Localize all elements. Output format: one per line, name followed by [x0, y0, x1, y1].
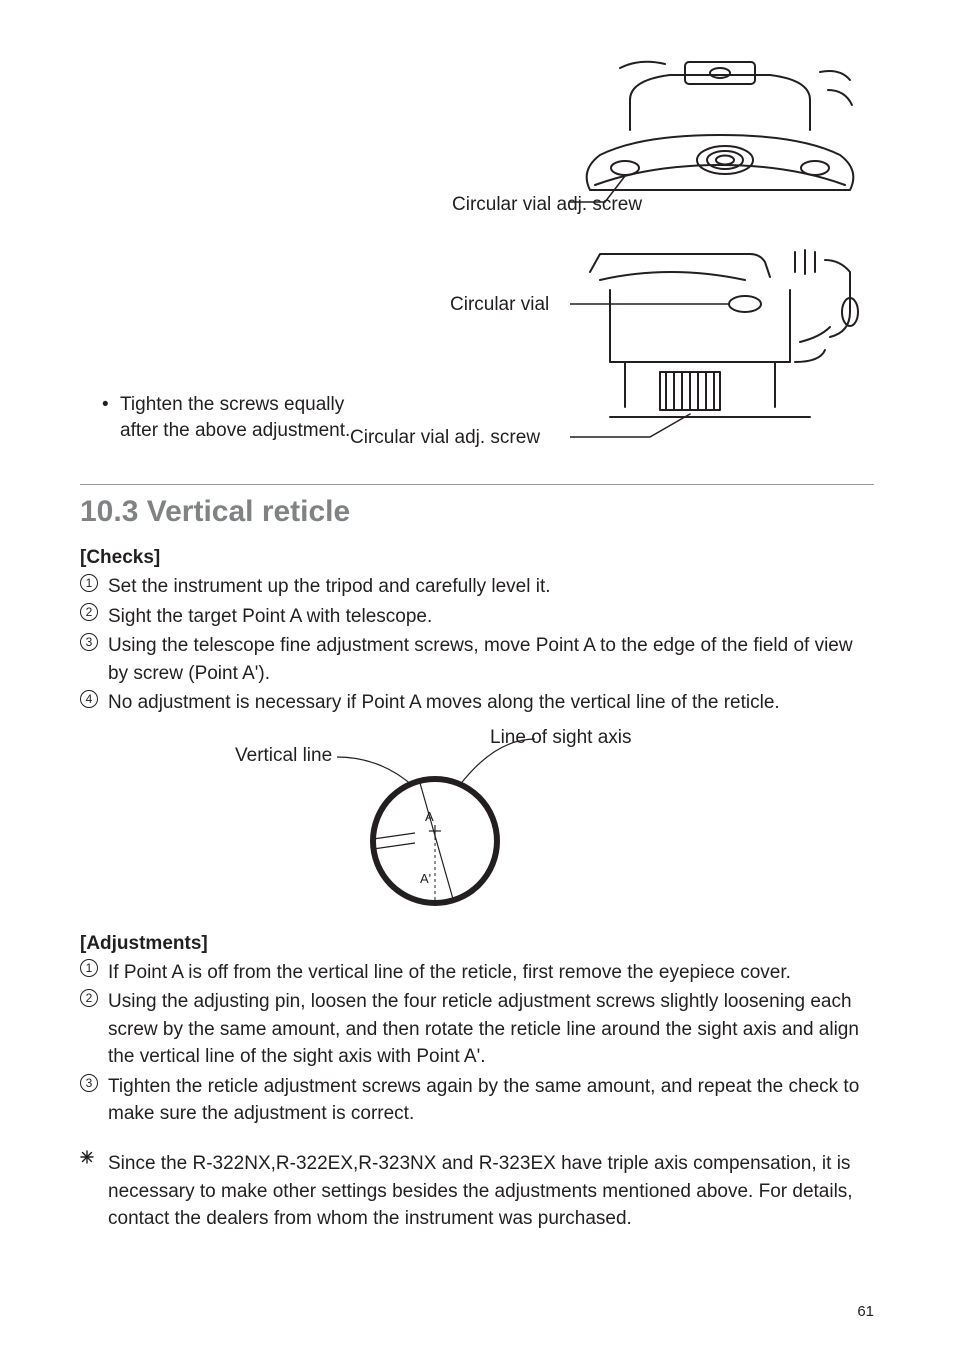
label-circular-vial: Circular vial [450, 294, 549, 316]
adjustments-item: 3Tighten the reticle adjustment screws a… [80, 1073, 874, 1128]
section-rule [80, 484, 874, 485]
top-figure-area: Circular vial adj. screw [80, 60, 874, 460]
checks-item: 4No adjustment is necessary if Point A m… [80, 689, 874, 717]
adjustments-block: [Adjustments] 1If Point A is off from th… [80, 933, 874, 1128]
instrument-side-view [570, 242, 890, 452]
tighten-note: Tighten the screws equally after the abo… [120, 392, 380, 443]
adjustments-list: 1If Point A is off from the vertical lin… [80, 959, 874, 1128]
tighten-note-line1: Tighten the screws equally [120, 394, 344, 415]
checks-item: 1Set the instrument up the tripod and ca… [80, 573, 874, 601]
adjustments-heading: [Adjustments] [80, 933, 874, 955]
checks-block: [Checks] 1Set the instrument up the trip… [80, 547, 874, 717]
special-note: Since the R-322NX,R-322EX,R-323NX and R-… [80, 1150, 874, 1233]
section-number: 10.3 [80, 495, 138, 528]
section-title: Vertical reticle [147, 495, 350, 528]
adjustments-item: 1If Point A is off from the vertical lin… [80, 959, 874, 987]
label-point-A: A [425, 809, 434, 824]
adjustments-item: 2Using the adjusting pin, loosen the fou… [80, 988, 874, 1071]
label-vertical-line: Vertical line [235, 745, 332, 767]
reticle-figure: Vertical line Line of sight axis A A' [80, 727, 874, 927]
section-heading: 10.3 Vertical reticle [80, 495, 874, 529]
checks-heading: [Checks] [80, 547, 874, 569]
instrument-top-view [570, 50, 870, 210]
checks-list: 1Set the instrument up the tripod and ca… [80, 573, 874, 717]
reticle-svg: A A' [325, 731, 545, 921]
checks-item: 2Sight the target Point A with telescope… [80, 603, 874, 631]
label-point-Aprime: A' [420, 871, 431, 886]
label-upper-adj-screw: Circular vial adj. screw [452, 194, 642, 216]
page-number: 61 [857, 1303, 874, 1320]
tighten-note-line2: after the above adjustment. [120, 420, 350, 441]
reference-mark-icon [80, 1150, 98, 1164]
checks-item: 3Using the telescope fine adjustment scr… [80, 632, 874, 687]
special-note-text: Since the R-322NX,R-322EX,R-323NX and R-… [108, 1153, 853, 1229]
